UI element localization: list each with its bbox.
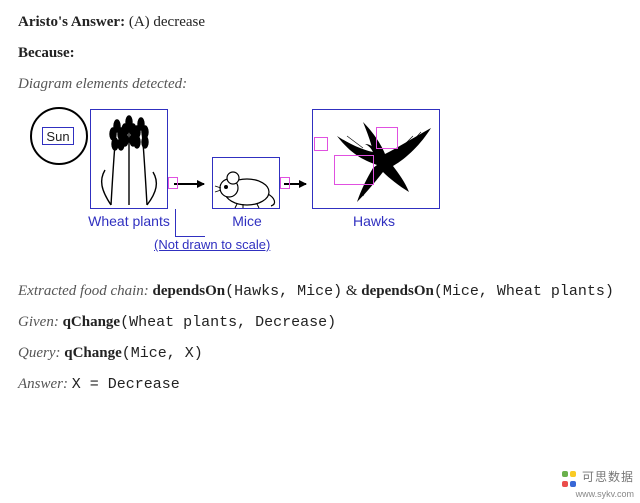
answer-value: (A) decrease (129, 14, 205, 30)
wheat-icon (91, 110, 169, 210)
extracted-label: Extracted food chain: (18, 283, 149, 299)
depends-args-2: (Mice, Wheat plants) (434, 283, 614, 300)
food-chain-diagram: Sun Wheat plants (24, 107, 454, 257)
final-answer-label: Answer: (18, 376, 68, 392)
watermark-dots (561, 469, 577, 489)
detect-box (314, 137, 328, 151)
detect-box (280, 177, 290, 189)
detect-box (168, 177, 178, 189)
final-answer-expr: X = Decrease (72, 376, 180, 393)
given-label: Given: (18, 314, 59, 330)
dot (570, 471, 576, 477)
final-answer-line: Answer: X = Decrease (18, 376, 622, 393)
given-line: Given: qChange(Wheat plants, Decrease) (18, 314, 622, 331)
wheat-box (90, 109, 168, 209)
detect-box (334, 155, 374, 185)
query-fn: qChange (64, 345, 122, 361)
depends-fn-2: dependsOn (361, 283, 434, 299)
hawks-label: Hawks (344, 213, 404, 229)
answer-line: Aristo's Answer: (A) decrease (18, 14, 622, 31)
sun-label: Sun (42, 127, 74, 145)
dot (570, 481, 576, 487)
query-label: Query: (18, 345, 60, 361)
hawks-box (312, 109, 440, 209)
diagram-detected-label: Diagram elements detected: (18, 76, 622, 93)
query-line: Query: qChange(Mice, X) (18, 345, 622, 362)
given-fn: qChange (63, 314, 121, 330)
ampersand: & (346, 283, 361, 299)
watermark-cn: 可思数据 (582, 470, 634, 484)
scale-note: (Not drawn to scale) (154, 237, 270, 252)
extracted-line: Extracted food chain: dependsOn(Hawks, M… (18, 283, 622, 300)
mouse-icon (213, 158, 281, 210)
watermark: 可思数据 www.sykv.com (561, 468, 634, 499)
detect-box (376, 127, 398, 149)
arrow-1 (174, 183, 204, 185)
depends-args-1: (Hawks, Mice) (225, 283, 342, 300)
dot (562, 471, 568, 477)
watermark-url: www.sykv.com (576, 489, 634, 499)
because-label: Because: (18, 45, 622, 62)
mice-label: Mice (222, 213, 272, 229)
hawk-icon (313, 110, 441, 210)
query-args: (Mice, X) (122, 345, 203, 362)
answer-label: Aristo's Answer: (18, 14, 125, 30)
mice-box (212, 157, 280, 209)
dot (562, 481, 568, 487)
note-connector (175, 209, 205, 237)
given-args: (Wheat plants, Decrease) (120, 314, 336, 331)
depends-fn-1: dependsOn (153, 283, 226, 299)
